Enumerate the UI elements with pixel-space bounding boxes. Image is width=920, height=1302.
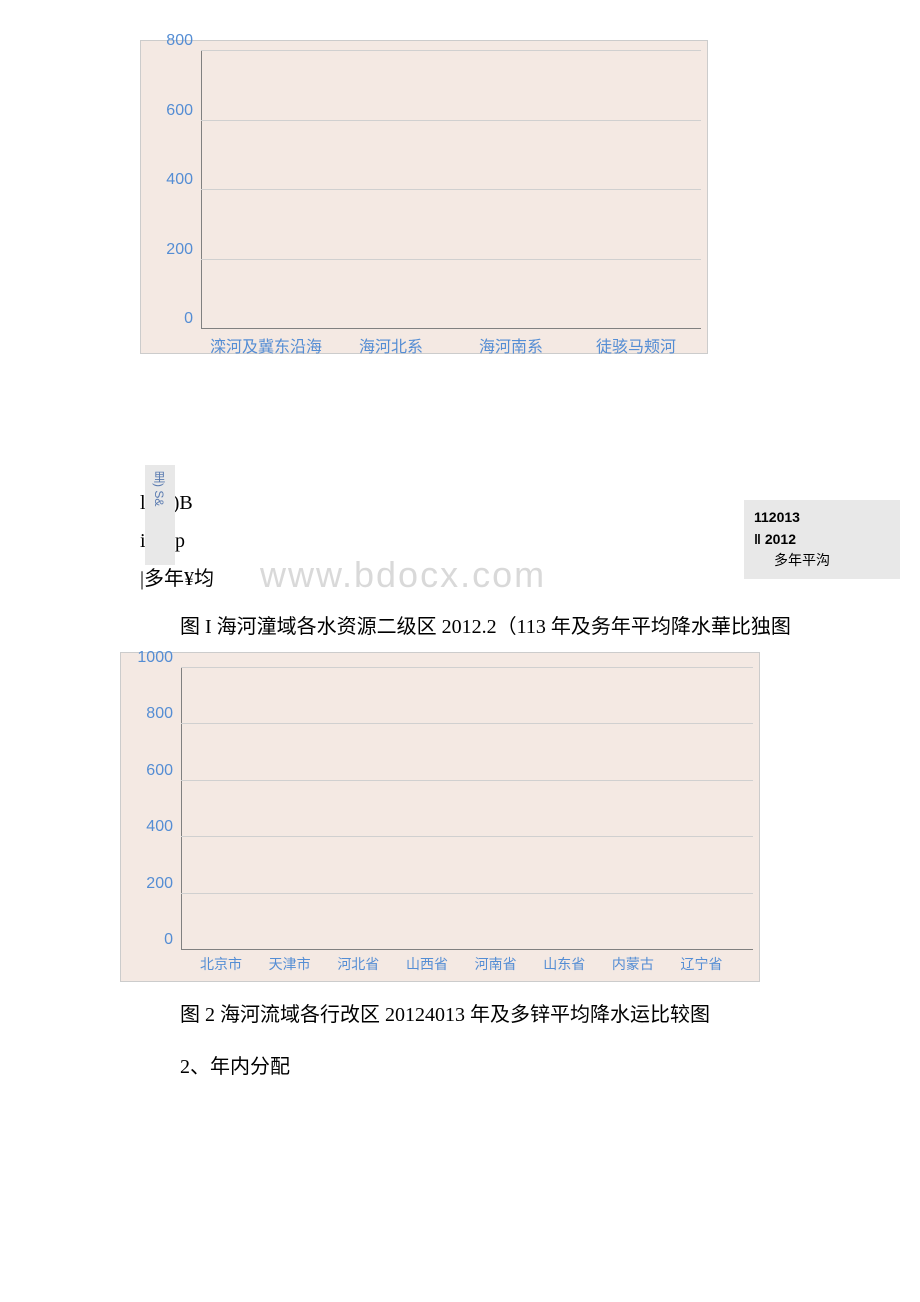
x-tick-label: 辽宁省 bbox=[681, 954, 723, 974]
section-chart-2: 0 200 400 600 800 1000 北京市 天津市 河北省 山西省 河南省 山东… bbox=[0, 652, 920, 982]
x-tick-label: 天津市 bbox=[269, 954, 311, 974]
y-tick-label: 600 bbox=[146, 762, 173, 780]
x-tick-label: 山东省 bbox=[543, 954, 585, 974]
chart-1-container: 0 200 400 600 800 滦河及冀东沿海 海河北系 海河南系 徒骇马颊… bbox=[140, 40, 920, 354]
misc-line-3: |多年¥均 bbox=[140, 560, 214, 598]
chart-2: 0 200 400 600 800 1000 北京市 天津市 河北省 山西省 河南省 山东… bbox=[120, 652, 760, 982]
y-tick-label: 200 bbox=[166, 241, 193, 259]
y-axis bbox=[181, 668, 182, 950]
gridline bbox=[181, 723, 753, 724]
legend-item: 112013 bbox=[754, 506, 890, 528]
gridline bbox=[181, 667, 753, 668]
chart-2-container: 0 200 400 600 800 1000 北京市 天津市 河北省 山西省 河南省 山东… bbox=[120, 652, 920, 982]
gridline bbox=[201, 120, 701, 121]
section-chart-1: 0 200 400 600 800 滦河及冀东沿海 海河北系 海河南系 徒骇马颊… bbox=[0, 40, 920, 354]
gridline bbox=[181, 836, 753, 837]
chart-2-plot: 0 200 400 600 800 1000 北京市天津市河北省山西省河南省山东… bbox=[181, 668, 753, 950]
y-tick-label: 800 bbox=[146, 705, 173, 723]
y-tick-label: 0 bbox=[164, 931, 173, 949]
grey-column: 里) S& bbox=[145, 465, 175, 565]
x-tick-label: 山西省 bbox=[406, 954, 448, 974]
y-tick-label: 0 bbox=[184, 310, 193, 328]
x-tick-label: 海河南系 bbox=[479, 333, 543, 357]
y-tick-label: 400 bbox=[166, 171, 193, 189]
x-tick-label: 内蒙古 bbox=[612, 954, 654, 974]
gridline bbox=[201, 189, 701, 190]
x-tick-label: 徒骇马颊河 bbox=[596, 333, 676, 357]
x-axis bbox=[181, 949, 753, 950]
x-tick-label: 滦河及冀东沿海 bbox=[210, 333, 322, 357]
x-tick-label: 北京市 bbox=[200, 954, 242, 974]
legend-item: ‖ 2012 bbox=[754, 528, 890, 550]
gridline bbox=[201, 50, 701, 51]
y-tick-label: 1000 bbox=[137, 649, 173, 667]
watermark: www.bdocx.com bbox=[260, 554, 546, 596]
gridline bbox=[181, 893, 753, 894]
vertical-misc-text: 里) S& bbox=[151, 471, 168, 506]
y-tick-label: 200 bbox=[146, 875, 173, 893]
y-tick-label: 800 bbox=[166, 32, 193, 50]
x-tick-label: 河北省 bbox=[337, 954, 379, 974]
x-axis bbox=[201, 328, 701, 329]
chart-1: 0 200 400 600 800 滦河及冀东沿海 海河北系 海河南系 徒骇马颊… bbox=[140, 40, 708, 354]
y-tick-label: 600 bbox=[166, 102, 193, 120]
figure-1-caption: 图 I 海河潼域各水资源二级区 2012.2（113 年及务年平均降水華比独图 bbox=[140, 608, 840, 646]
chart-1-plot: 0 200 400 600 800 滦河及冀东沿海 海河北系 海河南系 徒骇马颊… bbox=[201, 51, 701, 329]
section-2-heading: 2、年内分配 bbox=[140, 1048, 840, 1086]
x-tick-label: 河南省 bbox=[475, 954, 517, 974]
gridline bbox=[181, 780, 753, 781]
y-tick-label: 400 bbox=[146, 818, 173, 836]
gridline bbox=[201, 259, 701, 260]
x-tick-label: 海河北系 bbox=[359, 333, 423, 357]
y-axis bbox=[201, 51, 202, 329]
figure-2-caption: 图 2 海河流域各行改区 20124013 年及多锌平均降水运比较图 bbox=[140, 996, 840, 1034]
